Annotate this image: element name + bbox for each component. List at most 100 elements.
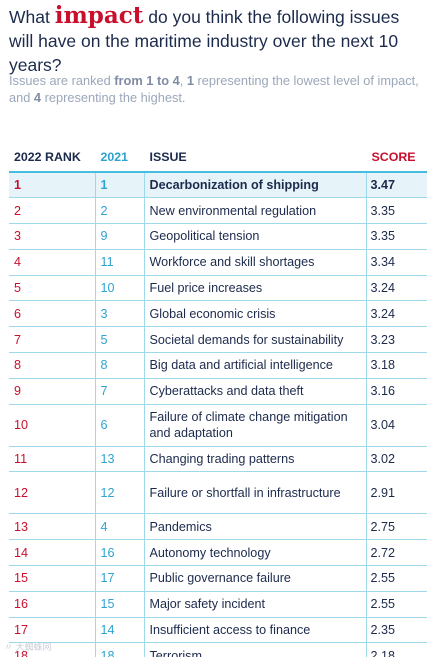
issue-cell: Big data and artificial intelligence <box>143 352 366 379</box>
score-cell: 2.91 <box>365 471 427 515</box>
page-title: What impact do you think the following i… <box>9 4 427 77</box>
score-cell: 3.18 <box>365 352 427 379</box>
score-cell: 3.04 <box>365 404 427 447</box>
table-row: 14 16 Autonomy technology 2.72 <box>9 539 427 567</box>
score-cell: 2.55 <box>365 591 427 618</box>
rank-2021-cell: 4 <box>94 513 144 541</box>
score-cell: 3.34 <box>365 249 427 276</box>
rank-2022-cell: 14 <box>9 539 95 567</box>
table-row: 12 12 Failure or shortfall in infrastructu… <box>9 471 427 515</box>
rank-2022-cell: 11 <box>9 446 95 473</box>
header-2021: 2021 <box>95 142 144 173</box>
subtitle-bold-high: 4 <box>33 90 42 105</box>
issue-cell: Geopolitical tension <box>143 223 366 250</box>
rank-2021-cell: 3 <box>94 300 144 328</box>
subtitle-text-1: Issues are ranked <box>9 73 115 88</box>
page-subtitle: Issues are ranked from 1 to 4, 1 represe… <box>9 72 427 106</box>
rank-2022-cell: 18 <box>9 642 95 657</box>
rank-2021-cell: 12 <box>94 471 144 515</box>
table-row: 17 14 Insufficient access to finance 2.35 <box>9 617 427 644</box>
rank-2022-cell: 8 <box>9 352 95 379</box>
issue-cell: Pandemics <box>143 513 366 541</box>
score-cell: 3.24 <box>365 275 427 302</box>
rank-2022-cell: 12 <box>9 471 95 515</box>
table-body: 1 1 Decarbonization of shipping 3.47 2 2 New e… <box>9 172 427 657</box>
score-cell: 2.55 <box>365 565 427 592</box>
issue-cell: Insufficient access to finance <box>143 617 366 644</box>
subtitle-bold-range: from 1 to 4 <box>114 73 180 88</box>
table-row: 13 4 Pandemics 2.75 <box>9 513 427 541</box>
rank-2022-cell: 10 <box>9 404 95 447</box>
table-row: 5 10 Fuel price increases 3.24 <box>9 275 427 302</box>
table-header-row: 2022 RANK 2021 ISSUE SCORE <box>9 142 427 173</box>
score-cell: 3.24 <box>365 300 427 328</box>
rank-2021-cell: 1 <box>94 172 144 199</box>
rank-2021-cell: 18 <box>94 642 144 657</box>
subtitle-text-2: , <box>179 73 187 88</box>
ranking-table: 2022 RANK 2021 ISSUE SCORE 1 1 Decarboniza… <box>9 142 427 657</box>
score-cell: 3.35 <box>365 223 427 250</box>
issue-cell: Cyberattacks and data theft <box>143 378 366 405</box>
rank-2021-cell: 13 <box>94 446 144 473</box>
rank-2022-cell: 6 <box>9 300 95 328</box>
issue-cell: New environmental regulation <box>143 197 366 225</box>
rank-2021-cell: 15 <box>94 591 144 618</box>
rank-2022-cell: 4 <box>9 249 95 276</box>
score-cell: 2.75 <box>365 513 427 541</box>
title-highlight: impact <box>54 2 144 29</box>
table-row: 6 3 Global economic crisis 3.24 <box>9 300 427 328</box>
rank-2021-cell: 11 <box>94 249 144 276</box>
score-cell: 3.02 <box>365 446 427 473</box>
issue-cell: Societal demands for sustainability <box>143 326 366 354</box>
subtitle-bold-low: 1 <box>186 73 194 88</box>
score-cell: 3.16 <box>365 378 427 405</box>
rank-2022-cell: 16 <box>9 591 95 618</box>
title-post: do you think the following issues will h… <box>9 7 400 75</box>
issue-cell: Public governance failure <box>143 565 366 592</box>
rank-2021-cell: 7 <box>94 378 144 405</box>
subtitle-text-4: representing the highest. <box>41 90 186 105</box>
score-cell: 3.47 <box>365 172 427 199</box>
table-row: 7 5 Societal demands for sustainability 3.2… <box>9 326 427 354</box>
table-row: 8 8 Big data and artificial intelligence 3.… <box>9 352 427 379</box>
issue-cell: Changing trading patterns <box>143 446 366 473</box>
rank-2021-cell: 6 <box>94 404 144 447</box>
issue-cell: Fuel price increases <box>143 275 366 302</box>
table-row: 4 11 Workforce and skill shortages 3.34 <box>9 249 427 276</box>
rank-2021-cell: 9 <box>94 223 144 250</box>
rank-2021-cell: 5 <box>94 326 144 354</box>
rank-2022-cell: 3 <box>9 223 95 250</box>
table-row: 18 18 Terrorism 2.18 <box>9 642 427 657</box>
score-cell: 2.72 <box>365 539 427 567</box>
issue-cell: Global economic crisis <box>143 300 366 328</box>
table-row: 10 6 Failure of climate change mitigation … <box>9 404 427 447</box>
issue-cell: Failure of climate change mitigation and… <box>143 404 366 447</box>
title-pre: What <box>9 7 55 27</box>
score-cell: 3.35 <box>365 197 427 225</box>
rank-2021-cell: 10 <box>94 275 144 302</box>
rank-2021-cell: 16 <box>94 539 144 567</box>
score-cell: 3.23 <box>365 326 427 354</box>
rank-2022-cell: 17 <box>9 617 95 644</box>
issue-cell: Terrorism <box>143 642 366 657</box>
rank-2022-cell: 13 <box>9 513 95 541</box>
issue-cell: Major safety incident <box>143 591 366 618</box>
rank-2022-cell: 2 <box>9 197 95 225</box>
table-row: 1 1 Decarbonization of shipping 3.47 <box>9 172 427 199</box>
subtitle-text-3: representing the lowest level of impact,… <box>9 73 419 105</box>
issue-cell: Workforce and skill shortages <box>143 249 366 276</box>
rank-2022-cell: 5 <box>9 275 95 302</box>
watermark: 〃 大蜘蛛网 <box>4 642 52 652</box>
score-cell: 2.18 <box>365 642 427 657</box>
rank-2022-cell: 15 <box>9 565 95 592</box>
issue-cell: Failure or shortfall in infrastructure <box>143 471 366 515</box>
issue-cell: Decarbonization of shipping <box>143 172 366 199</box>
table-row: 3 9 Geopolitical tension 3.35 <box>9 223 427 250</box>
table-row: 15 17 Public governance failure 2.55 <box>9 565 427 592</box>
issue-cell: Autonomy technology <box>143 539 366 567</box>
rank-2021-cell: 14 <box>94 617 144 644</box>
header-issue: ISSUE <box>144 142 366 173</box>
table-row: 11 13 Changing trading patterns 3.02 <box>9 446 427 473</box>
header-score: SCORE <box>366 142 427 173</box>
table-row: 9 7 Cyberattacks and data theft 3.16 <box>9 378 427 405</box>
